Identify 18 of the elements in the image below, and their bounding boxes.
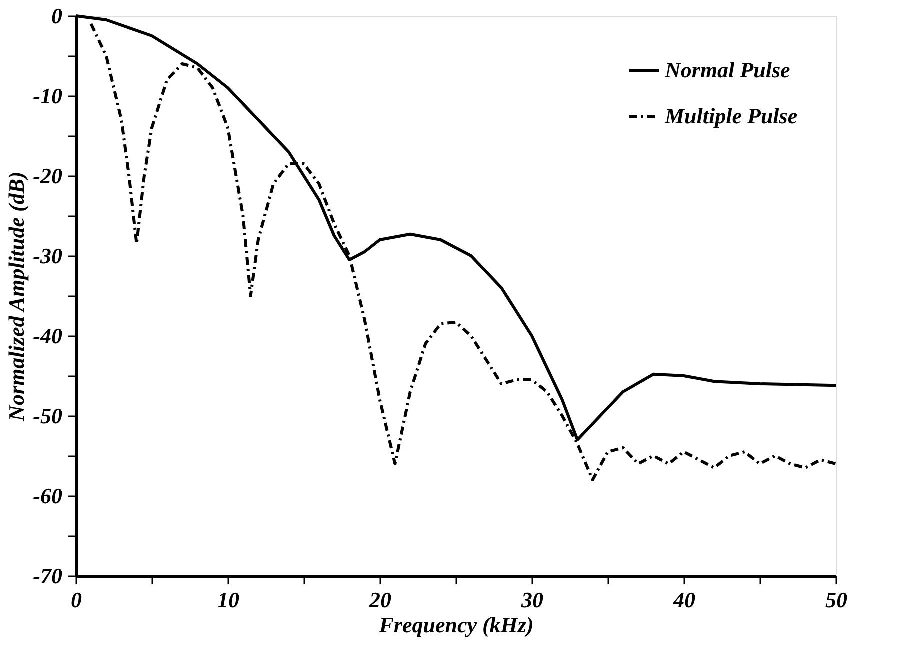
y-tick-label: -20 [33,164,62,188]
y-tick-label: -10 [33,84,62,108]
y-tick-label: -60 [33,484,62,508]
y-axis-title: Normalized Amplitude (dB) [4,172,30,422]
x-tick-label: 10 [218,588,240,612]
y-tick-label: -50 [33,404,62,428]
x-tick-label: 30 [520,588,544,612]
x-tick-label: 0 [71,588,82,612]
legend-label: Multiple Pulse [664,104,798,128]
y-tick-label: 0 [52,4,62,28]
legend-label: Normal Pulse [664,58,791,82]
x-tick-label: 50 [826,588,848,612]
y-tick-label: -70 [33,564,62,588]
x-tick-label: 20 [368,588,392,612]
x-tick-label: 40 [672,588,696,612]
y-tick-label: -40 [33,324,62,348]
x-axis-title: Frequency (kHz) [378,612,534,638]
y-tick-label: -30 [33,244,62,268]
